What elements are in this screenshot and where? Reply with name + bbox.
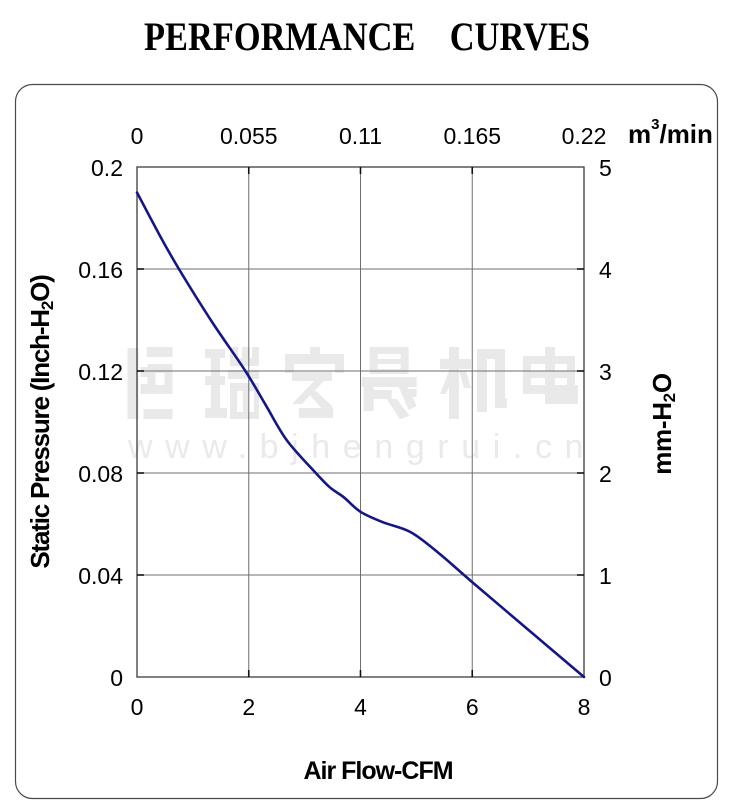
svg-text:www.bjhengrui.cn: www.bjhengrui.cn [127, 428, 596, 466]
